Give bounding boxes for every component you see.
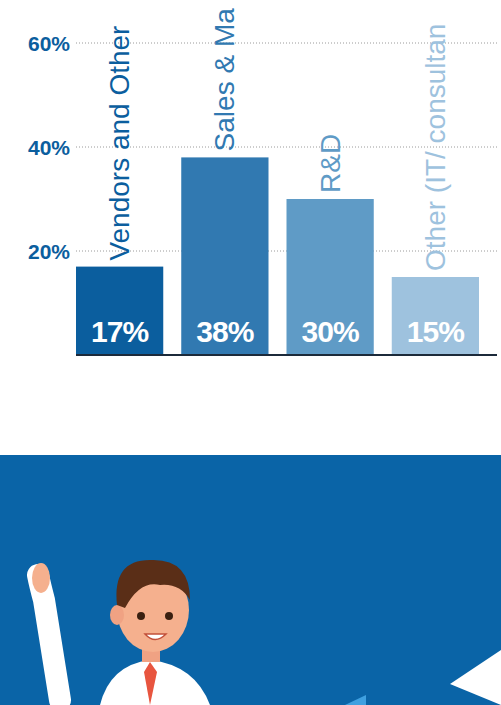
y-tick-label: 60%	[28, 32, 70, 55]
bars	[76, 157, 479, 355]
page: 20% 40% 60% 17% Vendors and Other 38% Sales & …	[0, 0, 501, 705]
bar	[392, 277, 479, 355]
shape	[450, 650, 501, 705]
data-label: 17%	[91, 315, 148, 348]
category-label: R&D	[315, 134, 346, 193]
hair	[116, 560, 190, 608]
bar	[76, 267, 163, 355]
tie	[144, 662, 157, 705]
category-label: Vendors and Other	[104, 26, 135, 261]
data-label: 30%	[302, 315, 359, 348]
mouth	[145, 634, 166, 640]
arm	[38, 575, 60, 700]
shirt	[100, 660, 210, 705]
category-label: Sales & Ma	[209, 8, 240, 152]
category-label: Other (IT/ consultan	[420, 24, 451, 271]
bar	[181, 157, 268, 355]
data-label: 38%	[196, 315, 253, 348]
panel	[0, 455, 501, 705]
data-label: 15%	[407, 315, 464, 348]
eye	[137, 612, 145, 620]
labels: 17% Vendors and Other 38% Sales & Ma 30% R&D 1…	[91, 8, 464, 348]
y-tick-label: 40%	[28, 136, 70, 159]
hand	[32, 563, 50, 593]
x-axis	[76, 354, 497, 356]
y-tick-label: 20%	[28, 240, 70, 263]
shape	[345, 695, 366, 705]
eye	[165, 612, 173, 620]
illustration	[0, 455, 501, 705]
bar	[287, 199, 374, 355]
ear	[110, 605, 124, 625]
